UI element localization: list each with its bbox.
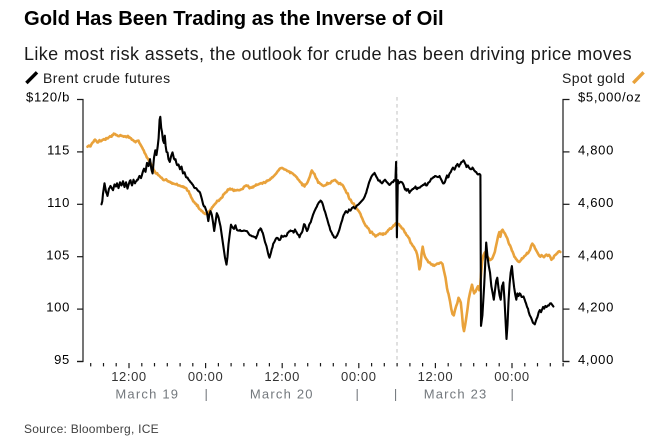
svg-text:|: | xyxy=(356,387,361,402)
svg-text:95: 95 xyxy=(54,352,70,367)
svg-text:12:00: 12:00 xyxy=(418,369,454,384)
svg-text:4,800: 4,800 xyxy=(578,143,614,158)
svg-text:12:00: 12:00 xyxy=(264,369,300,384)
svg-text:|: | xyxy=(511,387,516,402)
svg-text:|: | xyxy=(394,387,399,402)
svg-text:4,600: 4,600 xyxy=(578,195,614,210)
svg-text:00:00: 00:00 xyxy=(188,369,224,384)
svg-text:March 19: March 19 xyxy=(115,387,179,402)
svg-text:115: 115 xyxy=(47,143,70,158)
svg-text:4,400: 4,400 xyxy=(578,247,614,262)
svg-text:4,000: 4,000 xyxy=(578,352,614,367)
svg-text:|: | xyxy=(205,387,210,402)
svg-text:00:00: 00:00 xyxy=(341,369,377,384)
svg-text:March 23: March 23 xyxy=(424,387,488,402)
svg-text:$120/b: $120/b xyxy=(26,89,70,104)
svg-text:March 20: March 20 xyxy=(250,387,314,402)
svg-text:100: 100 xyxy=(46,300,70,315)
svg-text:110: 110 xyxy=(47,195,70,210)
svg-text:$5,000/oz: $5,000/oz xyxy=(578,89,641,104)
svg-text:4,200: 4,200 xyxy=(578,300,614,315)
svg-text:00:00: 00:00 xyxy=(494,369,530,384)
svg-text:12:00: 12:00 xyxy=(111,369,147,384)
svg-text:105: 105 xyxy=(46,247,70,262)
